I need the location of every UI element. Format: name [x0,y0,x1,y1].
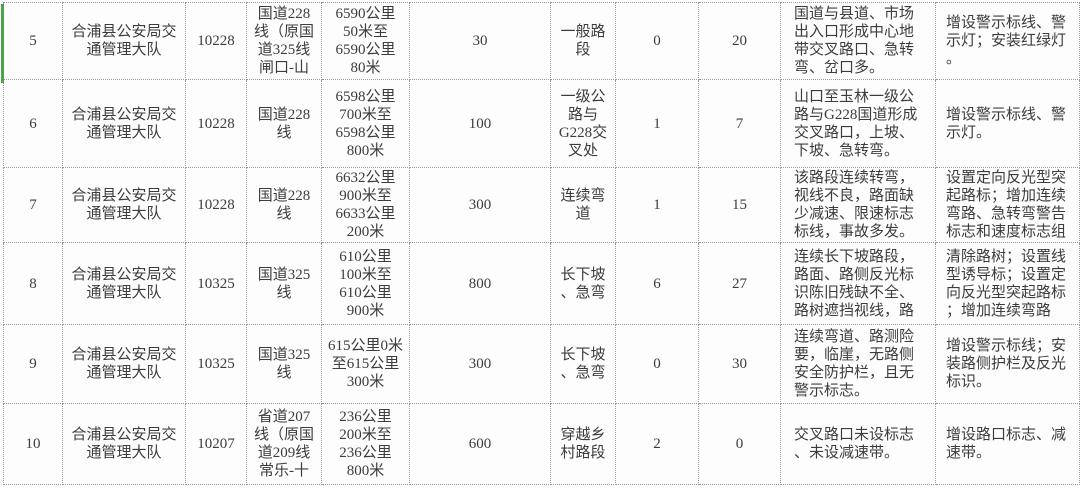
cell-road-name: 国道325 线 [246,324,322,404]
cell-agency: 合浦县公安局交通管理大队 [62,242,186,325]
cell-road-name: 国道325 线 [246,242,322,325]
cell-route-code: 10325 [185,324,247,404]
cell-length: 300 [409,167,551,243]
cell-measures: 清除路树；设置线型诱导标；设置定向反光型突起路标；增加连续弯路 [935,242,1080,325]
cell-measures: 设置定向反光型突起路标；增加连续弯路、急转弯警告标志和速度标志组 [935,167,1080,243]
cell-seq-number: 8 [3,242,63,325]
cell-seq-number: 6 [3,79,63,168]
cell-count-a: 0 [615,2,699,80]
cell-problems: 连续弯道、路测险要，临崖，无路侧安全防护栏，且无警示标志。 [780,324,936,404]
cell-segment-type: 连续弯 道 [550,167,616,243]
cell-route-code: 10207 [185,403,247,485]
hazard-road-table: 5 合浦县公安局交通管理大队 10228 国道228 线（原国 道325线 闸口-山 6… [3,2,1080,485]
cell-seq-number: 7 [3,167,63,243]
cell-problems: 山口至玉林一级公路与G228国道形成交叉路口，上坡、下坡、急转弯。 [780,79,936,168]
cell-measures: 增设路口标志、减速带。 [935,403,1080,485]
cell-length: 100 [409,79,551,168]
table-row: 5 合浦县公安局交通管理大队 10228 国道228 线（原国 道325线 闸口-山 6… [3,2,1080,80]
cell-road-name: 国道228 线（原国 道325线 闸口-山 [246,2,322,80]
cell-route-code: 10228 [185,167,247,243]
cell-stake-range: 6632公里 900米至 6633公里 200米 [321,167,410,243]
table-row: 7 合浦县公安局交通管理大队 10228 国道228 线 6632公里 900米至 66… [3,167,1080,243]
cell-segment-type: 一级公 路与 G228交 叉处 [550,79,616,168]
cell-segment-type: 长下坡 、急弯 [550,242,616,325]
cell-problems: 连续长下坡路段，路面、路侧反光标识陈旧残缺不全、路树遮挡视线，路 [780,242,936,325]
cell-count-b: 7 [698,79,781,168]
cell-length: 600 [409,403,551,485]
cell-count-a: 1 [615,79,699,168]
cell-agency: 合浦县公安局交通管理大队 [62,167,186,243]
cell-count-a: 1 [615,167,699,243]
cell-road-name: 国道228 线 [246,79,322,168]
cell-length: 300 [409,324,551,404]
table-row: 6 合浦县公安局交通管理大队 10228 国道228 线 6598公里 700米至 65… [3,79,1080,168]
cell-problems: 国道与县道、市场出入口形成中心地带交叉路口、急转弯、岔口多。 [780,2,936,80]
cell-agency: 合浦县公安局交通管理大队 [62,324,186,404]
cell-length: 800 [409,242,551,325]
cell-count-b: 30 [698,324,781,404]
cell-problems: 交叉路口未设标志、未设减速带。 [780,403,936,485]
cell-measures: 增设警示标线、警示灯；安装红绿灯。 [935,2,1080,80]
cell-count-a: 0 [615,324,699,404]
cell-count-b: 15 [698,167,781,243]
cell-route-code: 10228 [185,2,247,80]
cell-seq-number: 9 [3,324,63,404]
cell-stake-range: 236公里 200米至 236公里 800米 [321,403,410,485]
cell-agency: 合浦县公安局交通管理大队 [62,403,186,485]
cell-count-b: 20 [698,2,781,80]
cell-stake-range: 610公里 100米至 610公里 900米 [321,242,410,325]
selection-accent-bar [1,4,4,83]
cell-route-code: 10228 [185,79,247,168]
cell-agency: 合浦县公安局交通管理大队 [62,79,186,168]
cell-count-a: 2 [615,403,699,485]
cell-problems: 该路段连续转弯，视线不良，路面缺少减速、限速标志标线，事故多发。 [780,167,936,243]
cell-measures: 增设警示标线；安装路侧护栏及反光标识。 [935,324,1080,404]
cell-count-b: 0 [698,403,781,485]
cell-segment-type: 穿越乡 村路段 [550,403,616,485]
table-row: 9 合浦县公安局交通管理大队 10325 国道325 线 615公里0米 至615公里 … [3,324,1080,404]
table-row: 10 合浦县公安局交通管理大队 10207 省道207 线（原国 道209线 常乐-十… [3,403,1080,485]
cell-road-name: 省道207 线（原国 道209线 常乐-十 [246,403,322,485]
cell-seq-number: 10 [3,403,63,485]
table-row: 8 合浦县公安局交通管理大队 10325 国道325 线 610公里 100米至 610… [3,242,1080,325]
cell-length: 30 [409,2,551,80]
cell-seq-number: 5 [3,2,63,80]
cell-stake-range: 6598公里 700米至 6598公里 800米 [321,79,410,168]
cell-count-b: 27 [698,242,781,325]
cell-agency: 合浦县公安局交通管理大队 [62,2,186,80]
cell-segment-type: 一般路 段 [550,2,616,80]
cell-count-a: 6 [615,242,699,325]
cell-segment-type: 长下坡 、急弯 [550,324,616,404]
cell-stake-range: 615公里0米 至615公里 300米 [321,324,410,404]
cell-measures: 增设警示标线、警示灯。 [935,79,1080,168]
cell-road-name: 国道228 线 [246,167,322,243]
cell-stake-range: 6590公里 50米至 6590公里 80米 [321,2,410,80]
cell-route-code: 10325 [185,242,247,325]
